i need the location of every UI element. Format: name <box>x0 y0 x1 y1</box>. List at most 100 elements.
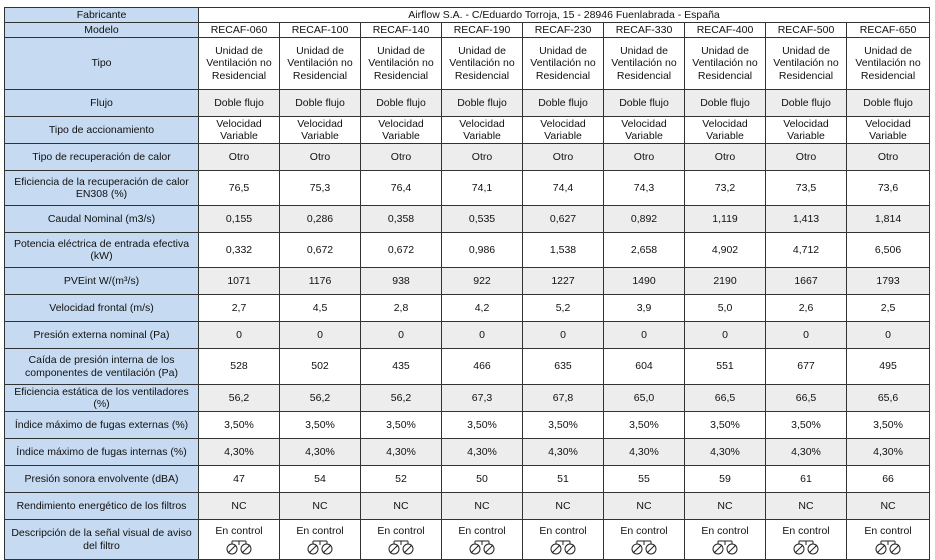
table-cell: 938 <box>360 267 442 295</box>
table-cell: 0,627 <box>522 205 604 233</box>
table-cell: 74,1 <box>441 170 523 206</box>
filter-signal-text: En control <box>215 524 263 537</box>
table-cell: 1793 <box>845 267 931 295</box>
row-label: Velocidad frontal (m/s) <box>4 294 199 322</box>
model-header-cell: RECAF-060 <box>198 22 280 38</box>
row-label: Caída de presión interna de los componen… <box>4 348 199 385</box>
table-cell: 73,2 <box>684 170 766 206</box>
model-header-cell: RECAF-330 <box>603 22 685 38</box>
table-cell: NC <box>684 492 766 520</box>
row-label: Caudal Nominal (m3/s) <box>4 205 199 233</box>
table-cell: 0,672 <box>279 232 361 268</box>
table-row: Presión sonora envolvente (dBA) 47 54 52 50 5… <box>4 465 931 493</box>
table-cell: 4,30% <box>845 438 931 466</box>
table-cell: 54 <box>279 465 361 493</box>
pressure-switch-icon <box>307 540 333 555</box>
table-cell: Doble flujo <box>845 89 931 117</box>
pressure-switch-icon <box>388 540 414 555</box>
row-label: Tipo <box>4 37 199 90</box>
spec-sheet: Fabricante Airflow S.A. - C/Eduardo Torro… <box>4 7 931 560</box>
filter-signal-text: En control <box>782 524 830 537</box>
table-cell: Unidad de Ventilación no Residencial <box>845 37 931 90</box>
pressure-switch-icon <box>550 540 576 555</box>
pressure-switch-icon <box>226 540 252 555</box>
table-cell: 61 <box>765 465 847 493</box>
table-row: Eficiencia estática de los ventiladores … <box>4 384 931 412</box>
table-cell: Velocidad Variable <box>522 116 604 144</box>
table-cell: 466 <box>441 348 523 385</box>
table-cell: 0,892 <box>603 205 685 233</box>
table-cell: Otro <box>279 143 361 171</box>
table-cell: NC <box>360 492 442 520</box>
table-cell: 3,50% <box>360 411 442 439</box>
table-cell: 0 <box>765 321 847 349</box>
table-cell: 4,712 <box>765 232 847 268</box>
table-cell: 1,538 <box>522 232 604 268</box>
table-cell: 4,30% <box>603 438 685 466</box>
table-cell: 1176 <box>279 267 361 295</box>
table-cell: 0,358 <box>360 205 442 233</box>
table-cell: 4,30% <box>765 438 847 466</box>
model-header-cell: RECAF-190 <box>441 22 523 38</box>
table-cell: 4,30% <box>522 438 604 466</box>
table-cell: 4,902 <box>684 232 766 268</box>
table-cell: 4,30% <box>684 438 766 466</box>
table-cell: Velocidad Variable <box>279 116 361 144</box>
filter-signal-text: En control <box>296 524 344 537</box>
table-cell: 4,30% <box>441 438 523 466</box>
table-cell: 47 <box>198 465 280 493</box>
row-label: Potencia eléctrica de entrada efectiva (… <box>4 232 199 268</box>
table-cell: 56,2 <box>198 384 280 412</box>
row-label: Flujo <box>4 89 199 117</box>
table-row-fabricante: Fabricante Airflow S.A. - C/Eduardo Torro… <box>4 7 931 23</box>
row-label: Presión externa nominal (Pa) <box>4 321 199 349</box>
table-cell: Unidad de Ventilación no Residencial <box>765 37 847 90</box>
filter-signal-text: En control <box>539 524 587 537</box>
table-row: Índice máximo de fugas internas (%) 4,30%… <box>4 438 931 466</box>
table-cell: 3,50% <box>441 411 523 439</box>
model-header-cell: RECAF-100 <box>279 22 361 38</box>
table-cell: Doble flujo <box>441 89 523 117</box>
table-row: Caída de presión interna de los componen… <box>4 348 931 385</box>
row-label: Índice máximo de fugas internas (%) <box>4 438 199 466</box>
table-cell: 2190 <box>684 267 766 295</box>
table-cell: 67,8 <box>522 384 604 412</box>
table-cell: 0,535 <box>441 205 523 233</box>
pressure-switch-icon <box>793 540 819 555</box>
row-label: Tipo de recuperación de calor <box>4 143 199 171</box>
table-cell: En control <box>603 519 685 560</box>
table-body: Fabricante Airflow S.A. - C/Eduardo Torro… <box>4 7 931 560</box>
table-cell: 4,5 <box>279 294 361 322</box>
table-row: Tipo de accionamiento Velocidad Variable V… <box>4 116 931 144</box>
table-cell: Unidad de Ventilación no Residencial <box>198 37 280 90</box>
table-cell: Unidad de Ventilación no Residencial <box>360 37 442 90</box>
table-cell: Otro <box>603 143 685 171</box>
table-cell: NC <box>603 492 685 520</box>
table-cell: Otro <box>845 143 931 171</box>
table-cell: 2,658 <box>603 232 685 268</box>
table-cell: 56,2 <box>279 384 361 412</box>
table-cell: 76,4 <box>360 170 442 206</box>
table-cell: 1490 <box>603 267 685 295</box>
table-cell: 677 <box>765 348 847 385</box>
table-cell: 4,30% <box>360 438 442 466</box>
specifications-table: Fabricante Airflow S.A. - C/Eduardo Torro… <box>4 7 931 560</box>
table-cell: Unidad de Ventilación no Residencial <box>522 37 604 90</box>
pressure-switch-icon <box>712 540 738 555</box>
filter-signal-text: En control <box>620 524 668 537</box>
table-cell: NC <box>522 492 604 520</box>
table-cell: NC <box>845 492 931 520</box>
table-cell: 3,50% <box>198 411 280 439</box>
table-cell: 3,50% <box>684 411 766 439</box>
table-row: Rendimiento energético de los filtros NC N… <box>4 492 931 520</box>
table-row: Eficiencia de la recuperación de calor E… <box>4 170 931 206</box>
table-cell: 551 <box>684 348 766 385</box>
table-cell: Unidad de Ventilación no Residencial <box>279 37 361 90</box>
table-cell: Velocidad Variable <box>198 116 280 144</box>
table-cell: 1,413 <box>765 205 847 233</box>
table-cell: 3,50% <box>603 411 685 439</box>
table-cell: 0 <box>441 321 523 349</box>
table-cell: 66,5 <box>765 384 847 412</box>
row-label: Rendimiento energético de los filtros <box>4 492 199 520</box>
table-cell: 635 <box>522 348 604 385</box>
